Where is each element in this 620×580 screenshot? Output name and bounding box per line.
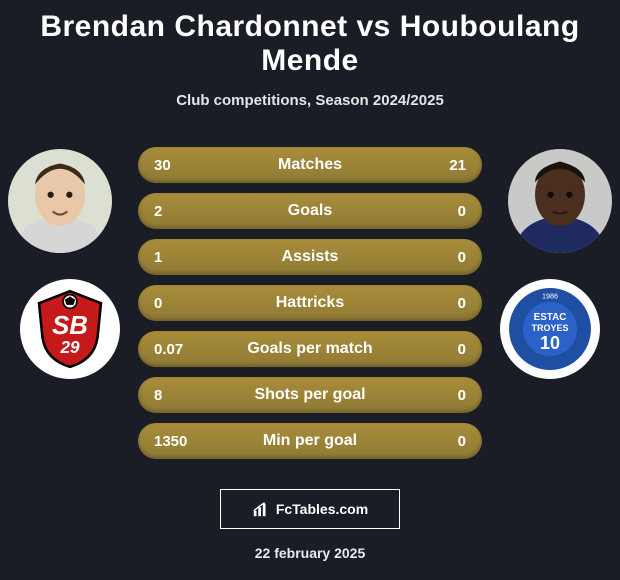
stat-row: 2Goals0	[138, 193, 482, 229]
svg-text:TROYES: TROYES	[531, 323, 568, 333]
stat-left-value: 2	[154, 203, 162, 220]
club-right-badge: 1986 ESTAC TROYES 10	[500, 279, 600, 379]
stat-row: 0Hattricks0	[138, 285, 482, 321]
stat-right-value: 0	[458, 387, 466, 404]
stat-left-value: 8	[154, 387, 162, 404]
stat-row: 1Assists0	[138, 239, 482, 275]
page-subtitle: Club competitions, Season 2024/2025	[0, 92, 620, 109]
stat-label: Assists	[138, 248, 482, 266]
svg-text:1986: 1986	[542, 291, 558, 300]
stat-label: Min per goal	[138, 432, 482, 450]
player-left-portrait	[8, 149, 112, 253]
club-left-badge: SB 29	[20, 279, 120, 379]
stat-label: Matches	[138, 156, 482, 174]
stat-row: 1350Min per goal0	[138, 423, 482, 459]
stat-label: Shots per goal	[138, 386, 482, 404]
svg-text:10: 10	[540, 333, 560, 353]
branding-text: FcTables.com	[276, 501, 368, 517]
stat-right-value: 0	[458, 249, 466, 266]
comparison-date: 22 february 2025	[0, 545, 620, 561]
stat-rows: 30Matches212Goals01Assists00Hattricks00.…	[138, 147, 482, 459]
stat-label: Goals per match	[138, 340, 482, 358]
svg-text:SB: SB	[52, 312, 88, 340]
stat-row: 8Shots per goal0	[138, 377, 482, 413]
stat-row: 30Matches21	[138, 147, 482, 183]
svg-text:ESTAC: ESTAC	[534, 312, 567, 323]
stat-right-value: 0	[458, 433, 466, 450]
stat-left-value: 30	[154, 157, 171, 174]
club-right-logo: 1986 ESTAC TROYES 10	[505, 284, 595, 374]
page-title: Brendan Chardonnet vs Houboulang Mende	[0, 0, 620, 78]
stat-left-value: 0.07	[154, 341, 183, 358]
comparison-panel: SB 29 1986 ESTAC TROYES 10 30Matches212G…	[0, 139, 620, 469]
stat-left-value: 0	[154, 295, 162, 312]
svg-text:29: 29	[59, 337, 80, 357]
player-right-portrait	[508, 149, 612, 253]
club-left-logo: SB 29	[27, 286, 113, 372]
stat-right-value: 0	[458, 295, 466, 312]
stat-label: Goals	[138, 202, 482, 220]
stat-right-value: 0	[458, 341, 466, 358]
stat-left-value: 1	[154, 249, 162, 266]
stat-label: Hattricks	[138, 294, 482, 312]
branding-box[interactable]: FcTables.com	[220, 489, 400, 529]
player-left-avatar	[8, 149, 112, 253]
stat-right-value: 21	[449, 157, 466, 174]
branding-icon	[252, 500, 270, 518]
stat-left-value: 1350	[154, 433, 187, 450]
stat-row: 0.07Goals per match0	[138, 331, 482, 367]
player-right-avatar	[508, 149, 612, 253]
stat-right-value: 0	[458, 203, 466, 220]
